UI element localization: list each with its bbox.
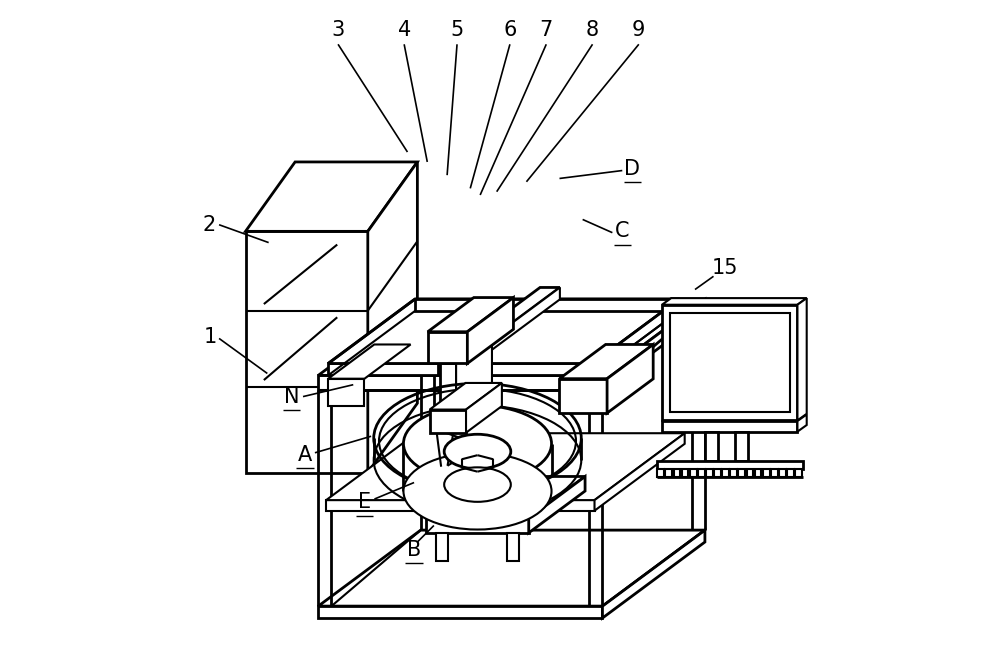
Polygon shape bbox=[602, 299, 705, 390]
Polygon shape bbox=[246, 231, 368, 473]
Polygon shape bbox=[797, 298, 807, 420]
Text: 7: 7 bbox=[540, 20, 553, 40]
Polygon shape bbox=[507, 533, 519, 561]
Bar bbox=[706, 469, 713, 477]
Polygon shape bbox=[430, 383, 502, 410]
Polygon shape bbox=[328, 379, 364, 407]
Polygon shape bbox=[607, 344, 653, 413]
Bar bbox=[795, 469, 802, 477]
Bar bbox=[657, 461, 803, 469]
Text: 3: 3 bbox=[331, 20, 345, 40]
Bar bbox=[735, 432, 748, 461]
Bar bbox=[730, 469, 737, 477]
Polygon shape bbox=[426, 477, 585, 518]
Bar bbox=[657, 469, 664, 477]
Bar bbox=[787, 469, 794, 477]
Polygon shape bbox=[326, 500, 595, 511]
Polygon shape bbox=[430, 410, 466, 433]
Bar bbox=[705, 432, 718, 461]
Text: 15: 15 bbox=[711, 258, 738, 278]
Polygon shape bbox=[415, 299, 680, 311]
Text: 8: 8 bbox=[586, 20, 599, 40]
Text: 9: 9 bbox=[632, 20, 645, 40]
Bar bbox=[682, 469, 688, 477]
Text: C: C bbox=[615, 221, 630, 241]
Polygon shape bbox=[440, 337, 492, 364]
Polygon shape bbox=[318, 375, 602, 390]
Polygon shape bbox=[593, 299, 680, 375]
Bar bbox=[698, 469, 705, 477]
Bar bbox=[722, 469, 729, 477]
Ellipse shape bbox=[403, 405, 552, 482]
Text: E: E bbox=[358, 492, 371, 512]
Text: 2: 2 bbox=[203, 215, 216, 235]
Bar bbox=[662, 421, 797, 432]
Bar bbox=[674, 469, 680, 477]
Ellipse shape bbox=[403, 453, 552, 529]
Text: 4: 4 bbox=[398, 20, 411, 40]
Polygon shape bbox=[426, 518, 529, 533]
Polygon shape bbox=[456, 337, 492, 473]
Text: 1: 1 bbox=[204, 327, 217, 347]
Polygon shape bbox=[438, 364, 457, 375]
Bar bbox=[755, 469, 761, 477]
Bar bbox=[662, 305, 797, 420]
Bar bbox=[738, 469, 745, 477]
Ellipse shape bbox=[444, 467, 511, 502]
Bar bbox=[779, 469, 786, 477]
Polygon shape bbox=[467, 297, 513, 364]
Text: B: B bbox=[407, 540, 421, 560]
Polygon shape bbox=[797, 414, 807, 432]
Polygon shape bbox=[602, 530, 705, 618]
Ellipse shape bbox=[444, 434, 511, 469]
Text: 5: 5 bbox=[450, 20, 464, 40]
Polygon shape bbox=[435, 440, 460, 458]
Polygon shape bbox=[318, 299, 705, 375]
Polygon shape bbox=[466, 383, 502, 433]
Polygon shape bbox=[328, 364, 593, 375]
Polygon shape bbox=[440, 364, 456, 473]
Bar bbox=[690, 469, 697, 477]
Polygon shape bbox=[595, 433, 685, 511]
Polygon shape bbox=[318, 606, 602, 618]
Text: D: D bbox=[624, 159, 640, 178]
Polygon shape bbox=[368, 162, 417, 473]
Polygon shape bbox=[559, 379, 607, 413]
Text: A: A bbox=[298, 445, 312, 465]
Polygon shape bbox=[428, 297, 513, 332]
Polygon shape bbox=[318, 530, 705, 606]
Polygon shape bbox=[438, 288, 560, 364]
Polygon shape bbox=[662, 298, 807, 305]
Polygon shape bbox=[436, 533, 448, 561]
Polygon shape bbox=[328, 299, 680, 364]
Polygon shape bbox=[326, 433, 685, 500]
Polygon shape bbox=[457, 288, 560, 375]
Bar bbox=[771, 469, 778, 477]
Polygon shape bbox=[328, 344, 411, 379]
Polygon shape bbox=[428, 332, 467, 364]
Text: 6: 6 bbox=[503, 20, 517, 40]
Bar bbox=[747, 469, 753, 477]
Polygon shape bbox=[246, 162, 417, 231]
Bar bbox=[665, 469, 672, 477]
Bar bbox=[714, 469, 721, 477]
Text: N: N bbox=[284, 387, 300, 407]
Bar bbox=[763, 469, 770, 477]
Polygon shape bbox=[529, 477, 585, 533]
Bar bbox=[670, 313, 790, 412]
Polygon shape bbox=[559, 344, 653, 379]
